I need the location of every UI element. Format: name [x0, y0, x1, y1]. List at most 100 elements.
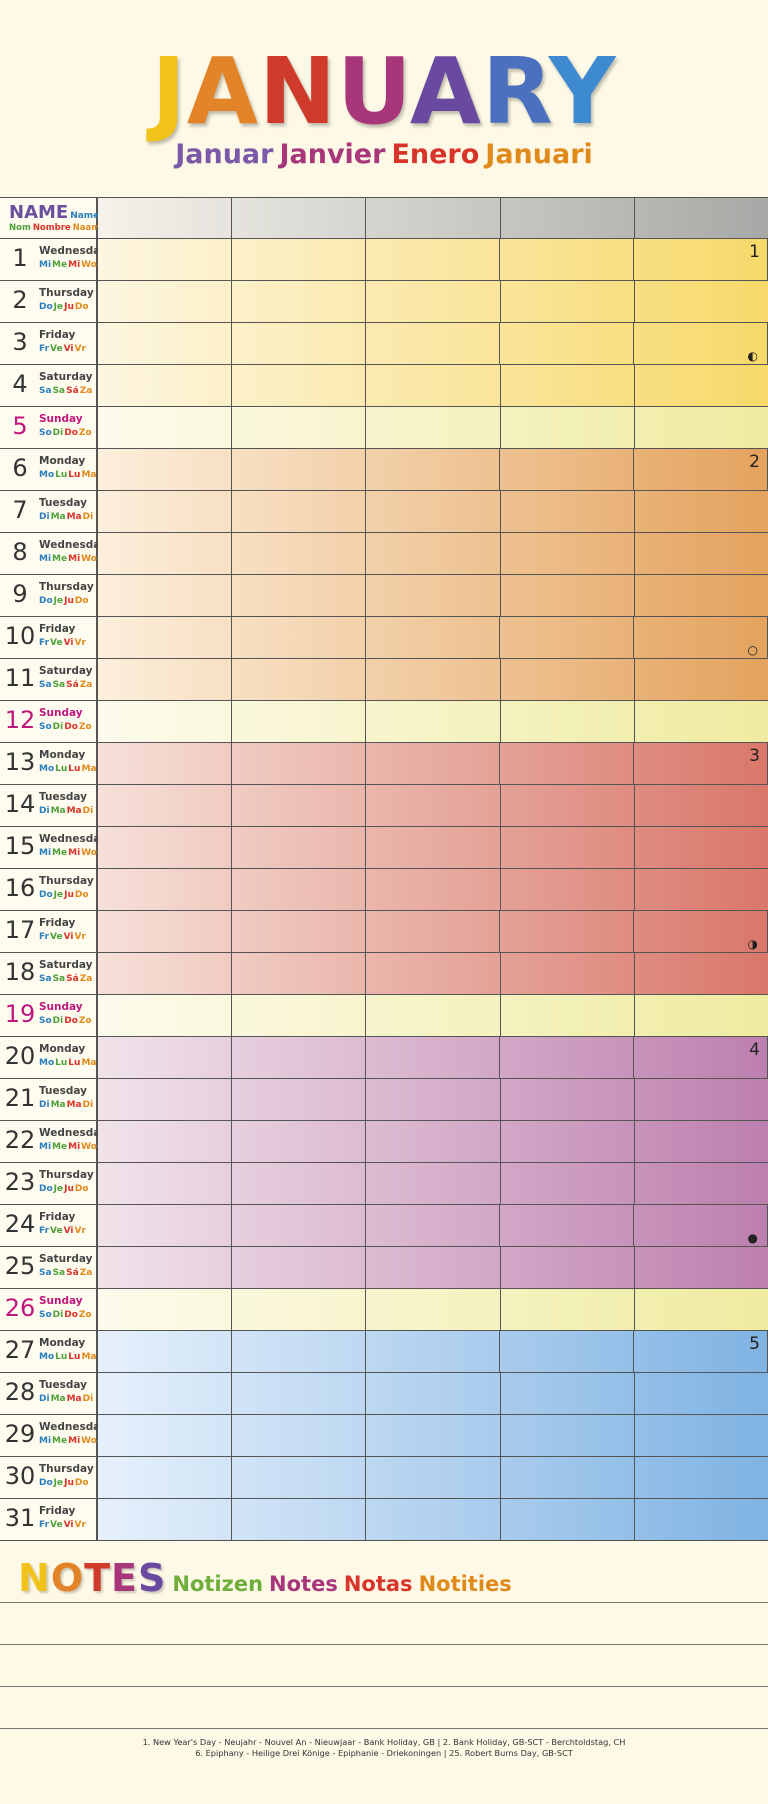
entry-cell[interactable] [366, 1373, 501, 1414]
entry-cell[interactable] [634, 1037, 768, 1078]
entry-cell[interactable] [232, 995, 367, 1036]
entry-cell[interactable] [635, 1289, 768, 1330]
entry-cell[interactable] [366, 995, 501, 1036]
entry-cell[interactable] [366, 1121, 501, 1162]
entry-cell[interactable] [635, 407, 768, 448]
entry-cell[interactable] [98, 575, 233, 616]
entry-cell[interactable] [366, 617, 500, 658]
entry-cell[interactable] [634, 743, 768, 784]
entry-cell[interactable] [98, 1079, 233, 1120]
entry-cell[interactable] [98, 869, 233, 910]
entry-cell[interactable] [98, 365, 233, 406]
entry-cell[interactable] [501, 1499, 635, 1540]
entry-cell[interactable] [232, 1415, 367, 1456]
entry-cell[interactable] [98, 1331, 232, 1372]
entry-cell[interactable] [501, 995, 635, 1036]
entry-cell[interactable] [501, 281, 635, 322]
entry-cell[interactable] [232, 1079, 367, 1120]
entry-cell[interactable] [232, 407, 367, 448]
entry-cell[interactable] [98, 743, 232, 784]
entry-cell[interactable] [501, 491, 635, 532]
entry-cell[interactable] [635, 491, 768, 532]
entry-cell[interactable] [98, 995, 233, 1036]
entry-cell[interactable] [366, 533, 501, 574]
entry-cell[interactable] [366, 1205, 500, 1246]
entry-cell[interactable] [500, 617, 634, 658]
entry-cell[interactable] [501, 1373, 635, 1414]
entry-cell[interactable] [366, 953, 501, 994]
entry-cell[interactable] [501, 659, 635, 700]
entry-cell[interactable] [366, 239, 500, 280]
entry-cell[interactable] [500, 239, 634, 280]
entry-cell[interactable] [232, 1289, 367, 1330]
entry-cell[interactable] [232, 827, 367, 868]
entry-cell[interactable] [500, 1205, 634, 1246]
entry-cell[interactable] [232, 575, 367, 616]
entry-cell[interactable] [366, 1247, 501, 1288]
entry-cell[interactable] [501, 953, 635, 994]
entry-cell[interactable] [232, 1121, 367, 1162]
entry-cell[interactable] [500, 449, 634, 490]
entry-cell[interactable] [232, 323, 366, 364]
entry-cell[interactable] [635, 1373, 768, 1414]
entry-cell[interactable] [500, 323, 634, 364]
entry-cell[interactable] [366, 1415, 501, 1456]
entry-cell[interactable] [501, 785, 635, 826]
entry-cell[interactable] [635, 701, 768, 742]
entry-cell[interactable] [366, 449, 500, 490]
notes-line[interactable] [0, 1602, 768, 1603]
entry-cell[interactable] [635, 1121, 768, 1162]
entry-cell[interactable] [98, 533, 233, 574]
entry-cell[interactable] [635, 1163, 768, 1204]
entry-cell[interactable] [232, 785, 367, 826]
entry-cell[interactable] [98, 911, 232, 952]
entry-cell[interactable] [501, 701, 635, 742]
entry-cell[interactable] [635, 659, 768, 700]
entry-cell[interactable] [232, 365, 367, 406]
entry-cell[interactable] [501, 869, 635, 910]
entry-cell[interactable] [366, 1331, 500, 1372]
entry-cell[interactable] [232, 1499, 367, 1540]
name-cell[interactable] [98, 198, 233, 238]
entry-cell[interactable] [98, 785, 233, 826]
entry-cell[interactable] [635, 1247, 768, 1288]
entry-cell[interactable] [634, 1331, 768, 1372]
entry-cell[interactable] [501, 1457, 635, 1498]
entry-cell[interactable] [500, 743, 634, 784]
entry-cell[interactable] [366, 323, 500, 364]
entry-cell[interactable] [635, 827, 768, 868]
entry-cell[interactable] [232, 281, 367, 322]
entry-cell[interactable] [635, 995, 768, 1036]
entry-cell[interactable] [635, 1457, 768, 1498]
notes-line[interactable] [0, 1728, 768, 1729]
entry-cell[interactable] [98, 239, 232, 280]
entry-cell[interactable] [634, 239, 768, 280]
entry-cell[interactable] [366, 1457, 501, 1498]
entry-cell[interactable] [635, 365, 768, 406]
entry-cell[interactable] [98, 491, 233, 532]
entry-cell[interactable] [232, 533, 367, 574]
entry-cell[interactable] [98, 1163, 233, 1204]
entry-cell[interactable] [366, 869, 501, 910]
entry-cell[interactable] [634, 449, 768, 490]
entry-cell[interactable] [232, 701, 367, 742]
entry-cell[interactable] [366, 785, 501, 826]
entry-cell[interactable] [232, 659, 367, 700]
entry-cell[interactable] [501, 1247, 635, 1288]
entry-cell[interactable] [366, 1079, 501, 1120]
entry-cell[interactable] [366, 1037, 500, 1078]
entry-cell[interactable] [366, 491, 501, 532]
entry-cell[interactable] [232, 617, 366, 658]
entry-cell[interactable] [98, 1373, 233, 1414]
entry-cell[interactable] [232, 869, 367, 910]
entry-cell[interactable] [366, 1163, 501, 1204]
entry-cell[interactable] [366, 1499, 501, 1540]
entry-cell[interactable] [98, 1205, 232, 1246]
name-cell[interactable] [232, 198, 367, 238]
name-cell[interactable] [501, 198, 635, 238]
entry-cell[interactable] [501, 533, 635, 574]
entry-cell[interactable] [500, 1331, 634, 1372]
entry-cell[interactable] [98, 617, 232, 658]
entry-cell[interactable] [501, 1289, 635, 1330]
name-cell[interactable] [366, 198, 501, 238]
